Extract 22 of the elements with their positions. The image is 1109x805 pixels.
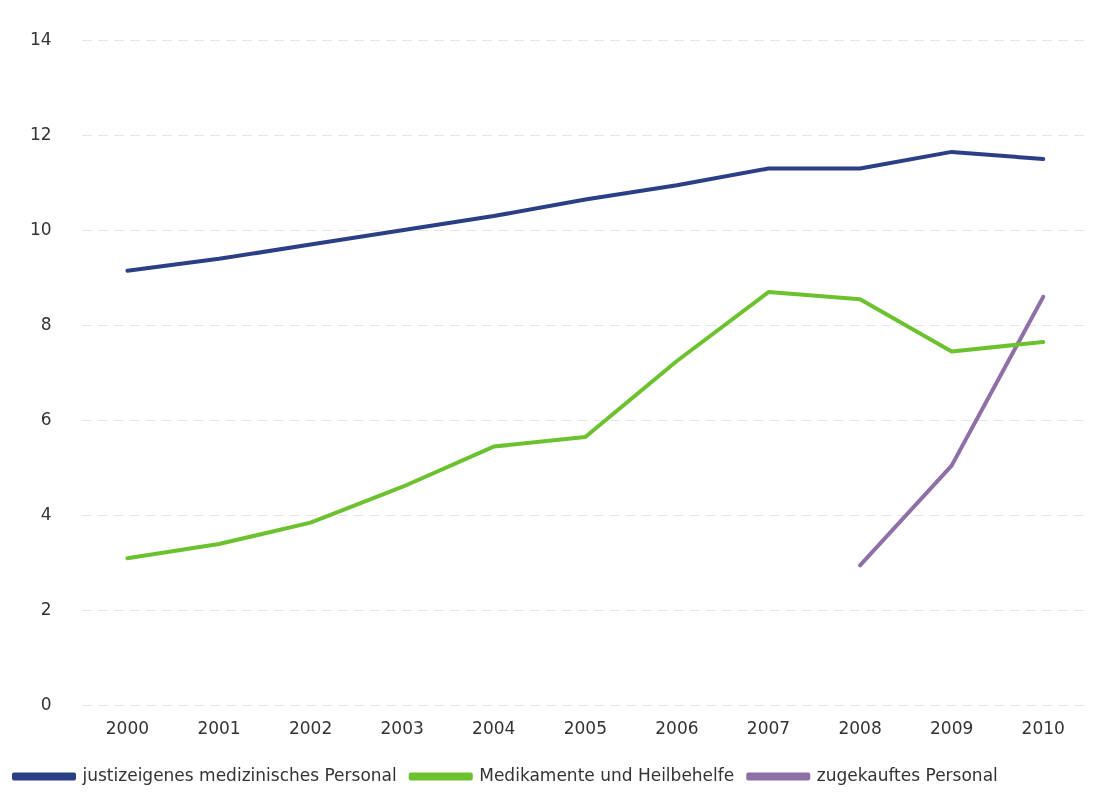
x-tick-label: 2000 xyxy=(105,718,150,739)
y-tick-label: 2 xyxy=(40,598,52,619)
y-tick-label: 6 xyxy=(40,408,52,429)
x-tick-label: 2008 xyxy=(838,718,882,739)
x-tick-label: 2006 xyxy=(655,718,699,739)
legend-label: zugekauftes Personal xyxy=(816,764,998,785)
x-tick-label: 2007 xyxy=(746,718,791,739)
y-tick-label: 4 xyxy=(40,503,52,524)
x-tick-label: 2005 xyxy=(563,718,607,739)
y-tick-label: 0 xyxy=(40,694,52,715)
legend-label: justizeigenes medizinisches Personal xyxy=(81,764,397,785)
y-tick-label: 14 xyxy=(29,28,52,49)
y-tick-label: 12 xyxy=(29,123,52,144)
x-tick-label: 2002 xyxy=(288,718,333,739)
x-tick-label: 2010 xyxy=(1021,718,1065,739)
legend-label: Medikamente und Heilbehelfe xyxy=(479,764,735,785)
x-tick-label: 2003 xyxy=(380,718,424,739)
y-tick-label: 10 xyxy=(29,218,52,239)
x-tick-label: 2009 xyxy=(930,718,974,739)
y-tick-label: 8 xyxy=(40,313,52,334)
x-tick-label: 2001 xyxy=(197,718,241,739)
x-tick-label: 2004 xyxy=(472,718,516,739)
